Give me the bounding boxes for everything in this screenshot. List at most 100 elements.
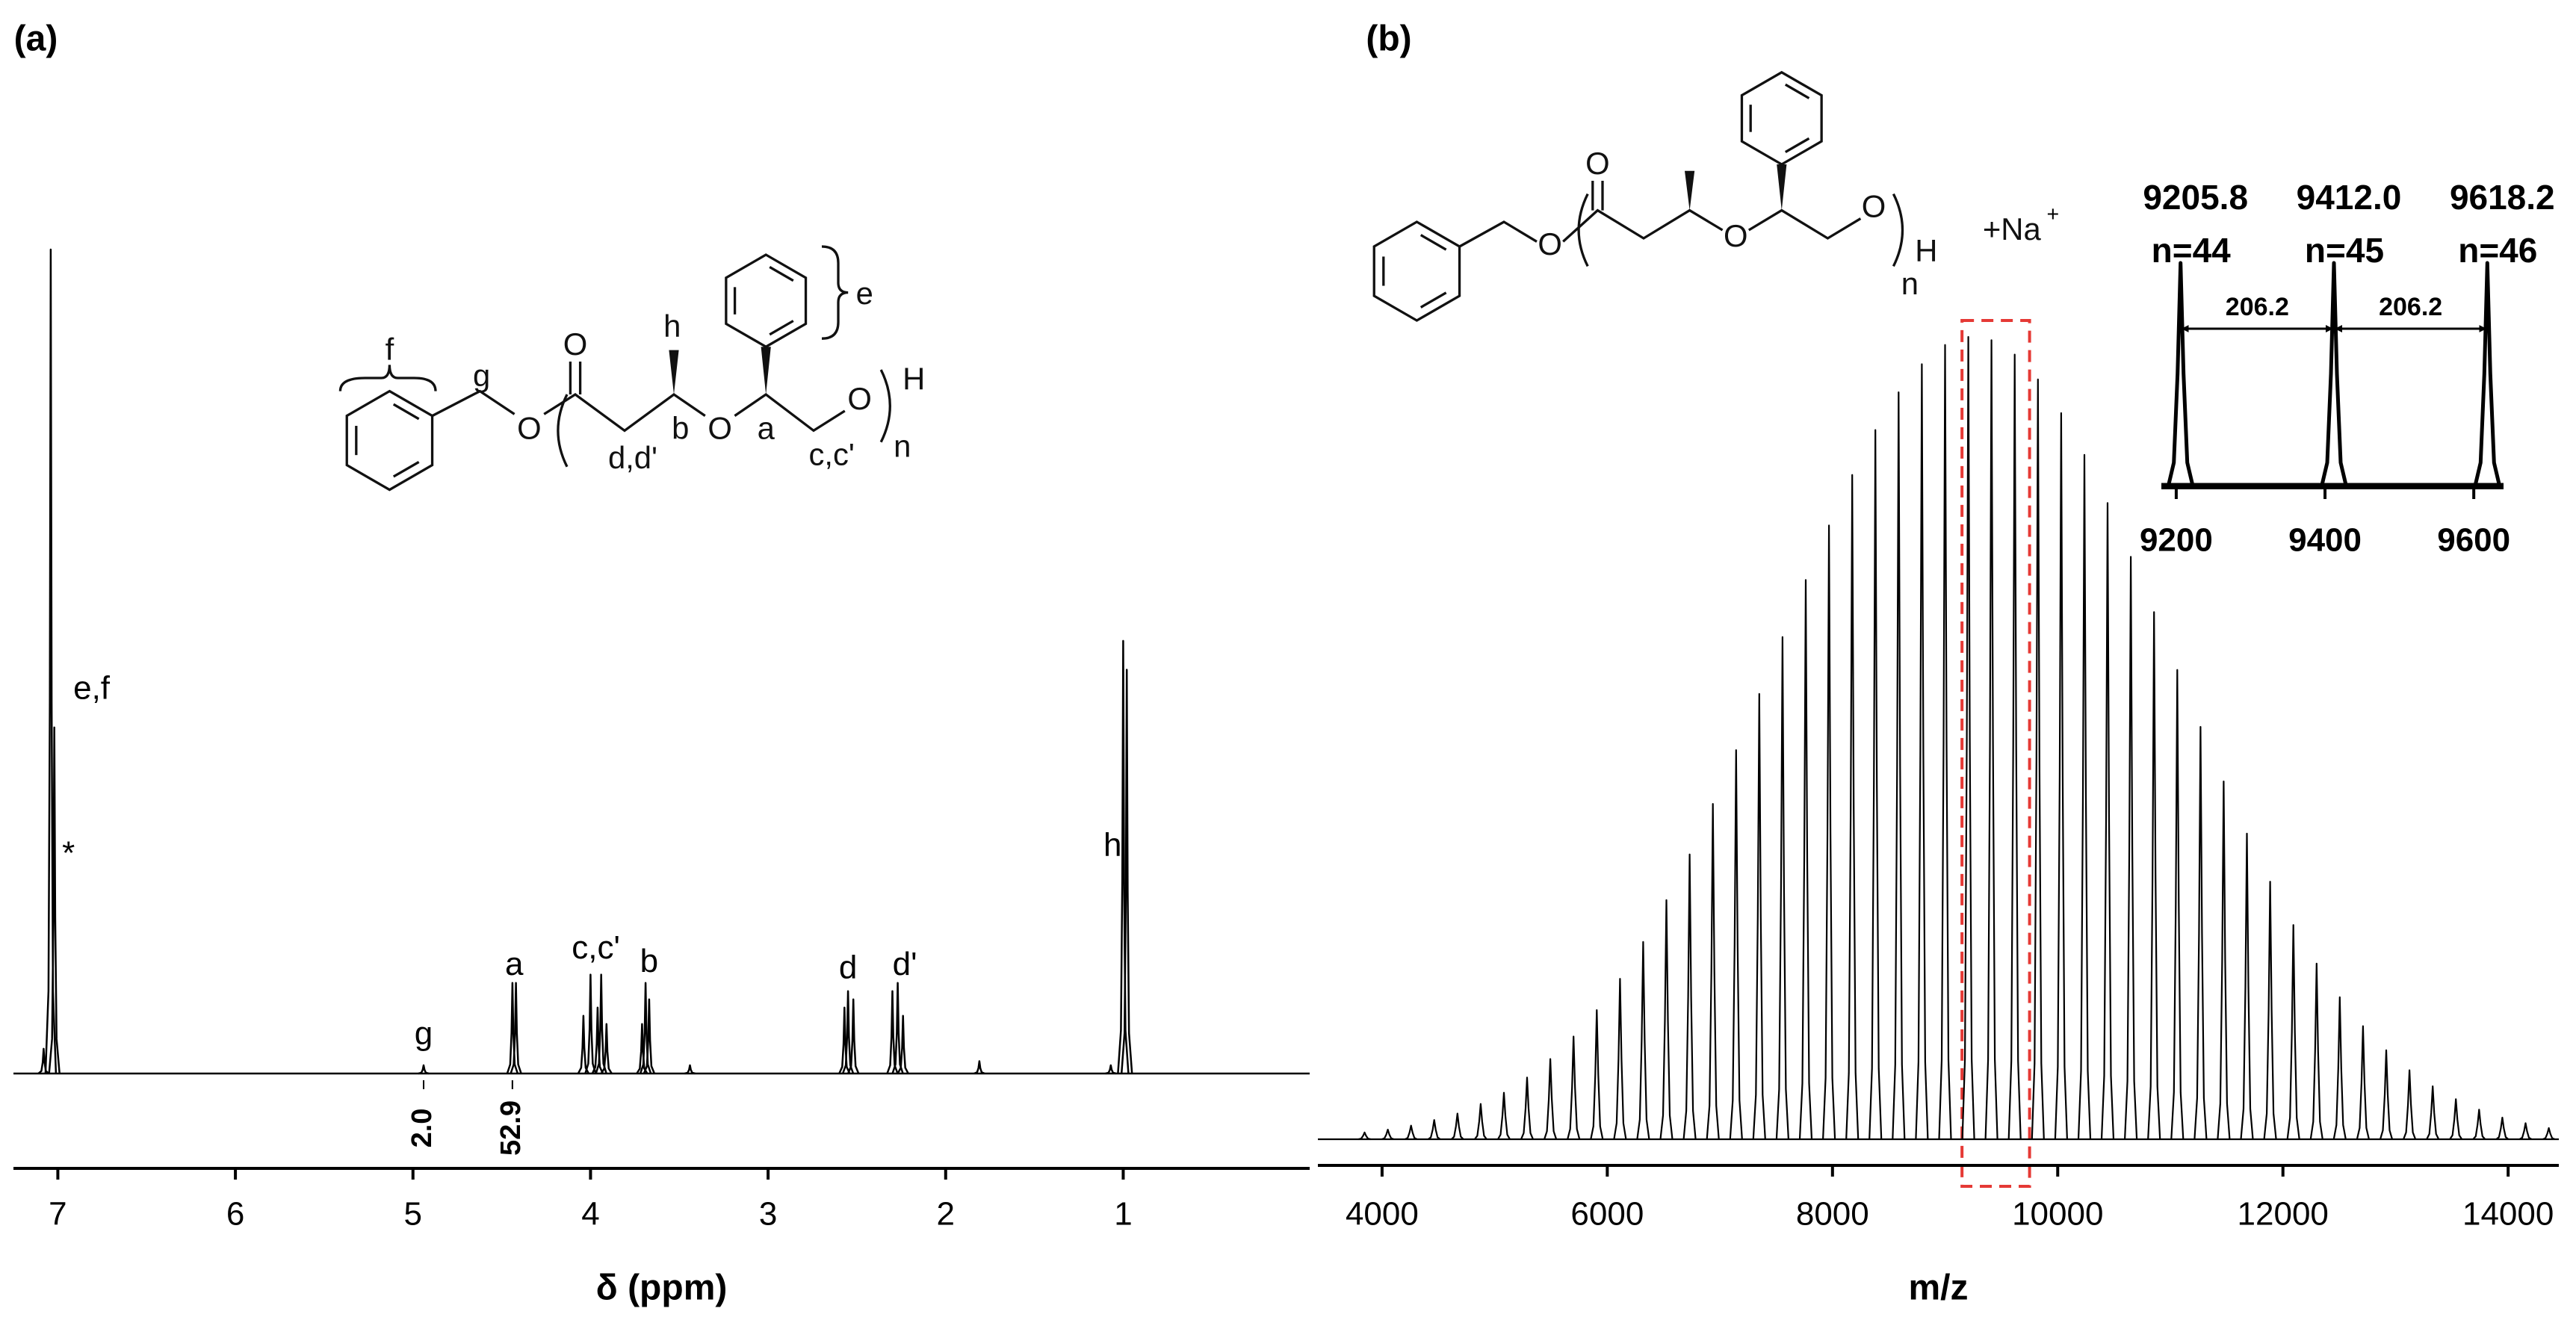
x-tick-label: 4 — [581, 1196, 599, 1233]
x-tick-label: 2 — [937, 1196, 955, 1233]
benzene-bond — [1784, 83, 1810, 99]
benzene-ring — [345, 389, 434, 492]
peak-mass-label: 9205.8 — [2143, 178, 2248, 217]
peak — [891, 982, 904, 1074]
x-tick-label: 6 — [226, 1196, 244, 1233]
peak — [595, 973, 607, 1074]
bonds — [1591, 181, 1604, 211]
peak — [1474, 1103, 1487, 1140]
atom-label: O — [1862, 188, 1886, 223]
wedge — [1685, 170, 1695, 211]
x-tick-label: 14000 — [2462, 1196, 2554, 1233]
peak — [636, 1023, 648, 1074]
bracket — [1577, 193, 1589, 267]
structure-a: f g O O d,d' b h O a c,c' O H n e — [338, 245, 925, 492]
peak — [2170, 669, 2185, 1140]
integral-label: 2.0 — [406, 1109, 438, 1148]
benzene-ring — [1740, 70, 1823, 166]
peak-label: a — [505, 946, 524, 982]
peak — [1822, 524, 1836, 1140]
atom-label: O — [1538, 226, 1562, 261]
atom-label: O — [708, 410, 732, 445]
bracket — [557, 394, 569, 468]
peak — [1381, 1129, 1394, 1141]
peak — [1984, 339, 1998, 1140]
peak — [577, 1014, 590, 1074]
peak — [2167, 261, 2195, 486]
x-axis-title: δ (ppm) — [596, 1268, 728, 1308]
peak — [897, 1014, 909, 1074]
peak — [2217, 780, 2231, 1140]
peak — [2332, 996, 2347, 1140]
peak — [2403, 1069, 2417, 1140]
benzene-bond — [392, 460, 420, 478]
x-tick-label: 9400 — [2288, 522, 2362, 559]
peak-label: c,c' — [572, 929, 620, 966]
peak — [2356, 1025, 2370, 1140]
x-tick-label: 6000 — [1570, 1196, 1644, 1233]
x-tick-label: 1 — [1114, 1196, 1132, 1233]
peak — [643, 998, 656, 1074]
peak — [2100, 502, 2115, 1140]
peak — [1451, 1112, 1464, 1140]
peak — [1358, 1131, 1371, 1141]
peak — [2309, 962, 2323, 1140]
peak — [1892, 391, 1906, 1140]
benzene-bond — [769, 320, 794, 336]
atom-label: O — [847, 381, 872, 416]
peak-mass-label: 9412.0 — [2297, 178, 2402, 217]
peak — [1636, 941, 1650, 1140]
bracket — [1892, 193, 1904, 267]
peak-label: b — [640, 943, 658, 979]
peak-n-label: n=44 — [2152, 231, 2232, 270]
wedge — [761, 347, 771, 394]
peak — [684, 1064, 696, 1075]
x-tick-label: 7 — [49, 1196, 66, 1233]
peak — [1915, 363, 1929, 1140]
wedge — [669, 350, 679, 394]
atom-label: O — [1585, 146, 1610, 181]
structure-label: d,d' — [608, 440, 657, 475]
structure-label: f — [386, 332, 394, 367]
peak — [418, 1064, 430, 1075]
peak — [2286, 924, 2300, 1140]
ion-charge: + — [2046, 202, 2059, 226]
peak — [1798, 579, 1813, 1140]
peak — [2379, 1049, 2394, 1140]
peak — [2542, 1127, 2556, 1141]
x-tick-label: 8000 — [1796, 1196, 1869, 1233]
atom-label: H — [902, 361, 925, 396]
atom-label: O — [563, 326, 588, 362]
benzene-bond — [1419, 291, 1447, 309]
wedge — [1777, 164, 1787, 211]
peak — [1120, 669, 1133, 1074]
peak — [1105, 1064, 1117, 1075]
peak — [2147, 611, 2161, 1140]
peak — [1775, 636, 1789, 1140]
peak — [1682, 853, 1697, 1140]
peak — [2518, 1122, 2533, 1140]
integral-label: 52.9 — [495, 1100, 527, 1156]
peak — [1428, 1119, 1441, 1140]
peak — [1868, 429, 1883, 1140]
peak — [1961, 335, 1975, 1140]
benzene-bond — [392, 403, 420, 421]
peak — [2240, 832, 2254, 1140]
peak — [2007, 353, 2022, 1140]
peak — [1567, 1035, 1581, 1140]
peak-label: e,f — [73, 670, 111, 707]
peak — [1520, 1076, 1535, 1140]
peak-label: g — [415, 1015, 433, 1052]
peak-label: d — [839, 949, 857, 986]
x-tick-label: 5 — [404, 1196, 422, 1233]
peak-n-label: n=46 — [2458, 231, 2537, 270]
structure-label: a — [758, 410, 775, 445]
x-axis-title: m/z — [1908, 1268, 1968, 1308]
benzene-ring — [725, 253, 808, 349]
peak — [1659, 899, 1674, 1140]
structure-label: n — [1901, 266, 1919, 301]
structure-label: n — [894, 429, 911, 464]
